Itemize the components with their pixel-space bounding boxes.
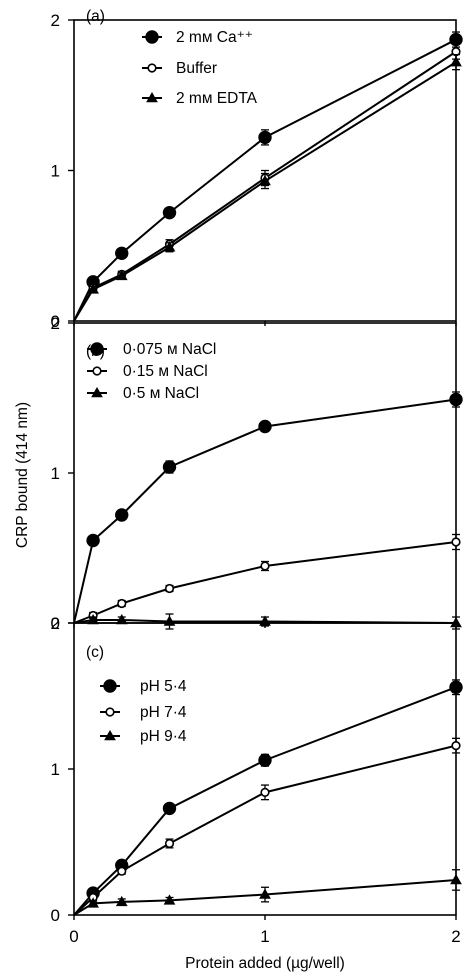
panel-2-series-0-point bbox=[449, 680, 463, 694]
panel-0-ytick-label: 2 bbox=[51, 11, 60, 30]
panel-1-series-1-point bbox=[164, 583, 175, 594]
panel-2-legend-2-marker bbox=[104, 729, 116, 741]
panel-0-series-0-point bbox=[115, 246, 129, 260]
panel-0-series-2-point bbox=[163, 241, 176, 252]
panel-2-legend-1-label: pH 7·4 bbox=[140, 704, 187, 721]
panel-2-legend-0-marker bbox=[103, 679, 117, 693]
x-axis-title: Protein added (µg/well) bbox=[185, 955, 345, 972]
panel-2-series-2-point bbox=[115, 895, 128, 907]
panel-0-series-2-line bbox=[73, 61, 457, 322]
panel-1-ytick-label: 1 bbox=[51, 464, 60, 483]
panel-1-series-1-line bbox=[73, 541, 457, 624]
panel-0-series-2-point bbox=[115, 269, 128, 281]
panel-2-xtick-label: 1 bbox=[260, 927, 269, 946]
panel-1-series-1 bbox=[73, 533, 461, 624]
panel-0-series-0-point bbox=[258, 130, 272, 145]
panel-0-legend-0-label: 2 mм Ca⁺⁺ bbox=[176, 29, 253, 46]
panel-2-series-1-point bbox=[164, 838, 175, 849]
panel-0-ytick-label: 0 bbox=[51, 312, 60, 331]
panel-2-label: (c) bbox=[86, 644, 104, 661]
panel-2-ytick-label: 1 bbox=[51, 760, 60, 779]
panel-2-series-0-point bbox=[258, 753, 272, 767]
panel-0-series-0-point bbox=[162, 205, 177, 220]
panel-1-series-0-point bbox=[162, 460, 177, 474]
panel-1-series-0-point bbox=[86, 533, 100, 548]
panel-2-legend-1-marker bbox=[105, 707, 115, 717]
panel-1-series-0-line bbox=[73, 398, 457, 624]
panel-0-series-2-point bbox=[87, 283, 99, 294]
panel-0-series-2-point bbox=[450, 56, 462, 67]
panel-0-ytick-label: 1 bbox=[51, 162, 60, 181]
panel-2-series-2-point bbox=[87, 897, 99, 908]
panel-1-ytick-label: 2 bbox=[51, 314, 60, 333]
panel-2-xtick-label: 2 bbox=[451, 927, 460, 946]
panel-2-series-0 bbox=[73, 679, 463, 916]
panel-1-series-1-point bbox=[117, 598, 127, 609]
panel-2-series-1-point bbox=[117, 866, 127, 876]
panel-2-xtick-label: 0 bbox=[69, 927, 78, 946]
panel-1-series-0-point bbox=[258, 419, 272, 434]
panel-1-series-2 bbox=[73, 613, 462, 630]
panel-2-series-0-point bbox=[162, 801, 177, 816]
panel-1-series-0-point bbox=[115, 508, 129, 522]
panel-1-ytick-label: 0 bbox=[51, 614, 60, 633]
panel-1-series-0-point bbox=[449, 392, 463, 407]
panel-0-series-2-point bbox=[259, 175, 271, 186]
panel-2-series-1 bbox=[73, 737, 461, 916]
panel-1-series-1-point bbox=[260, 561, 270, 571]
panel-0-legend-2-marker bbox=[146, 91, 158, 103]
panel-0: 0 1 2 (a) 2 mм Ca⁺⁺ Buffer 2 mм EDTA bbox=[51, 8, 463, 331]
panel-0-series-2 bbox=[73, 53, 462, 322]
panel-0-label: (a) bbox=[86, 8, 105, 25]
panel-2-ytick-label: 2 bbox=[51, 614, 60, 633]
panel-0-legend-1-label: Buffer bbox=[176, 60, 217, 77]
panel-2-legend-0-label: pH 5·4 bbox=[140, 678, 187, 695]
panel-2-series-1-point bbox=[260, 787, 270, 797]
panel-1-legend-2-marker bbox=[91, 386, 103, 398]
panel-2-series-1-point bbox=[451, 741, 461, 751]
panel-0-legend-2-label: 2 mм EDTA bbox=[176, 90, 258, 107]
panel-1-legend-0-label: 0·075 м NaCl bbox=[123, 341, 216, 358]
panel-0-legend-1-marker bbox=[147, 63, 157, 73]
panel-2-series-2-point bbox=[450, 873, 462, 885]
panel-2-series-2-point bbox=[163, 894, 176, 905]
panel-1-legend-1-marker bbox=[92, 366, 102, 376]
panel-2-series-0-line bbox=[73, 686, 457, 916]
panel-1-series-0 bbox=[73, 391, 463, 624]
panel-1-legend-1-label: 0·15 м NaCl bbox=[123, 363, 208, 380]
panel-1-legend-0-marker bbox=[90, 342, 104, 356]
panel-0-legend-0-marker bbox=[145, 30, 159, 44]
panel-2-frame bbox=[73, 622, 457, 916]
panel-2-series-2-point bbox=[259, 888, 271, 899]
panel-1-series-1-point bbox=[451, 537, 461, 547]
panel-2-ytick-label: 0 bbox=[51, 906, 60, 925]
panel-1-legend-2-label: 0·5 м NaCl bbox=[123, 385, 199, 402]
panel-2-series-2 bbox=[73, 869, 462, 916]
panel-2-legend-2-label: pH 9·4 bbox=[140, 728, 187, 745]
y-axis-title: CRP bound (414 nm) bbox=[14, 402, 31, 548]
